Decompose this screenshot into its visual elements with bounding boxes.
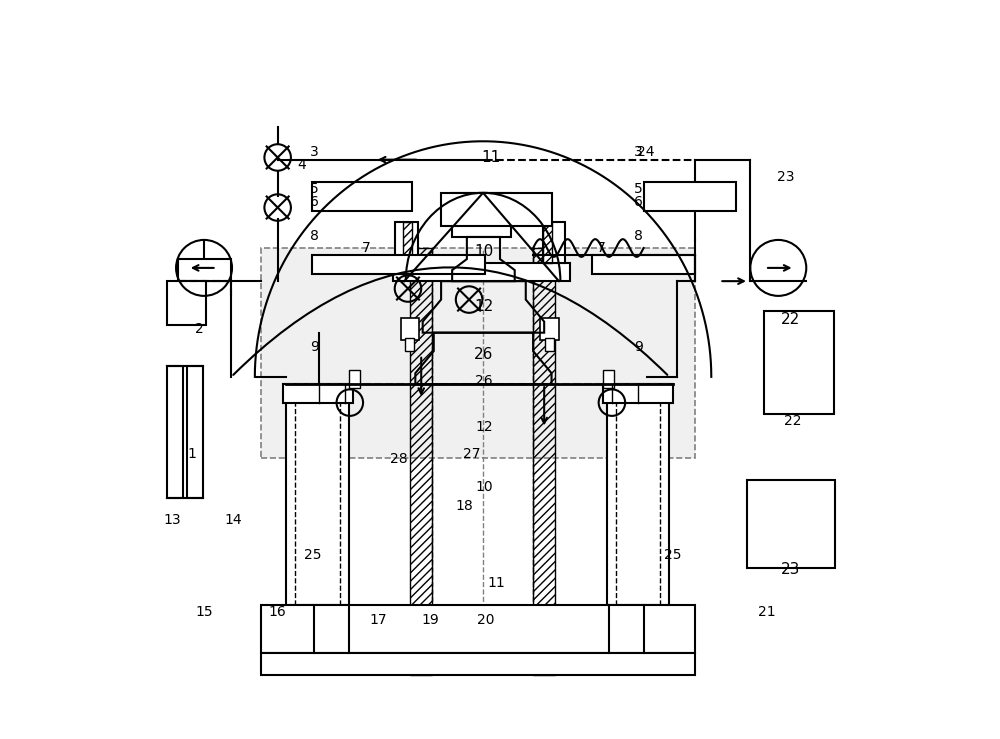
Bar <box>452 193 511 237</box>
Bar <box>167 366 183 498</box>
Bar <box>393 263 570 281</box>
Text: 6: 6 <box>310 194 319 208</box>
Text: 12: 12 <box>475 420 493 434</box>
Bar <box>644 182 736 211</box>
Bar <box>747 480 835 568</box>
Text: 18: 18 <box>456 499 474 513</box>
Text: 9: 9 <box>310 341 319 355</box>
Bar <box>543 222 565 263</box>
Bar <box>603 370 614 388</box>
Text: 23: 23 <box>777 170 794 183</box>
Bar <box>283 384 353 403</box>
Bar <box>603 384 673 403</box>
Bar <box>401 318 419 340</box>
Text: 3: 3 <box>634 146 643 160</box>
Bar <box>395 222 418 263</box>
Text: 3: 3 <box>310 146 319 160</box>
Text: 10: 10 <box>475 480 493 494</box>
Text: 13: 13 <box>164 514 181 528</box>
Text: 5: 5 <box>310 182 319 196</box>
Text: 12: 12 <box>474 299 493 314</box>
Text: 17: 17 <box>370 613 387 627</box>
Bar <box>312 182 412 211</box>
Bar <box>540 318 559 340</box>
Bar <box>167 281 206 325</box>
Text: 14: 14 <box>225 514 242 528</box>
Bar <box>261 653 695 675</box>
Text: 2: 2 <box>195 322 204 336</box>
Bar <box>187 366 203 498</box>
Text: 11: 11 <box>487 576 505 590</box>
Bar <box>592 256 695 273</box>
Text: 6: 6 <box>634 194 643 208</box>
Text: 15: 15 <box>195 605 213 619</box>
Bar <box>405 338 414 351</box>
Bar <box>545 338 554 351</box>
Text: 20: 20 <box>477 613 494 627</box>
Bar <box>349 370 360 388</box>
Text: 1: 1 <box>188 447 197 461</box>
Text: 23: 23 <box>781 562 800 577</box>
Text: 24: 24 <box>637 146 655 160</box>
Bar <box>764 310 834 414</box>
Text: 4: 4 <box>298 158 306 172</box>
Bar <box>533 248 555 675</box>
Text: 27: 27 <box>463 447 481 461</box>
Bar <box>543 222 552 263</box>
Text: 10: 10 <box>474 244 493 259</box>
Text: 19: 19 <box>421 613 439 627</box>
Text: 11: 11 <box>482 150 501 165</box>
Text: 9: 9 <box>634 341 643 355</box>
Text: 16: 16 <box>269 605 287 619</box>
Text: 26: 26 <box>474 347 493 362</box>
Text: 22: 22 <box>781 312 800 327</box>
Bar <box>410 248 432 675</box>
Text: 8: 8 <box>310 228 319 242</box>
Bar <box>403 222 412 263</box>
Bar <box>312 256 485 273</box>
Text: 25: 25 <box>304 548 321 562</box>
Text: 7: 7 <box>597 241 606 255</box>
Bar <box>261 248 695 458</box>
Text: 26: 26 <box>475 373 493 387</box>
Text: 7: 7 <box>362 241 370 255</box>
Bar <box>178 259 231 281</box>
Bar <box>607 395 669 605</box>
Text: 28: 28 <box>390 452 407 466</box>
Text: 25: 25 <box>664 548 682 562</box>
Bar <box>441 193 552 226</box>
Text: 21: 21 <box>758 605 775 619</box>
Text: 5: 5 <box>634 182 643 196</box>
Text: 8: 8 <box>634 228 643 242</box>
Text: 22: 22 <box>784 414 802 428</box>
Bar <box>261 605 695 653</box>
Bar <box>286 395 349 605</box>
